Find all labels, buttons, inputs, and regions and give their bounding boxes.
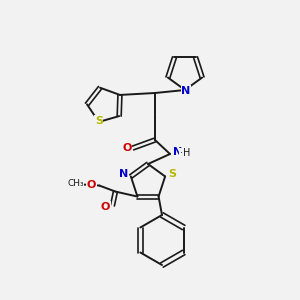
Text: O: O xyxy=(122,143,132,153)
Text: S: S xyxy=(168,169,176,179)
Text: N: N xyxy=(119,169,128,179)
Text: O: O xyxy=(87,180,96,190)
Text: N: N xyxy=(182,86,190,96)
Text: O: O xyxy=(101,202,110,212)
Text: N: N xyxy=(173,147,183,157)
Text: ·H: ·H xyxy=(180,148,190,158)
Text: CH₃: CH₃ xyxy=(67,179,84,188)
Text: S: S xyxy=(95,116,103,126)
